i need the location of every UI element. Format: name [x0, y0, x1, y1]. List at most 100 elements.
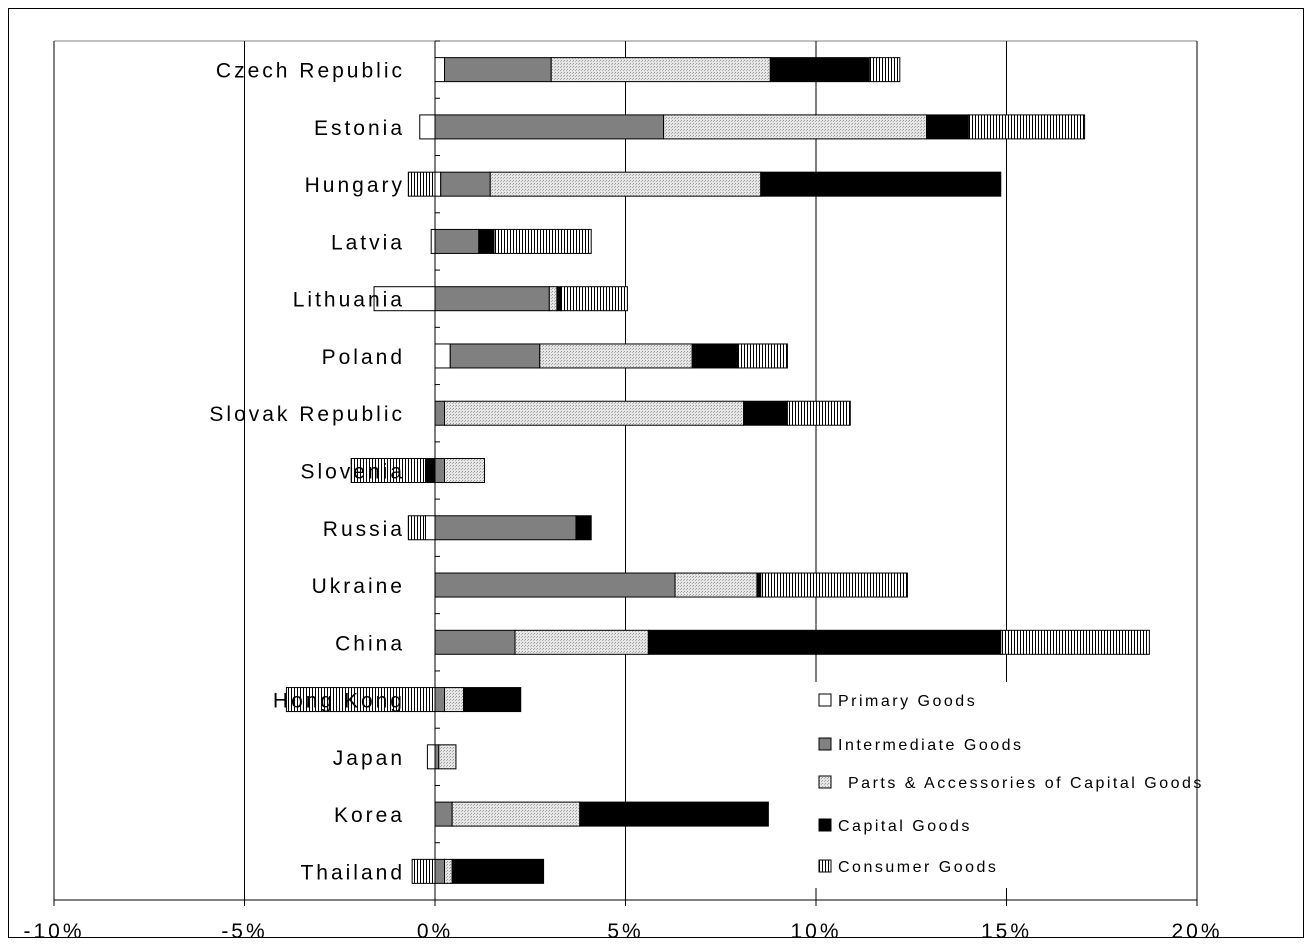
legend-label-primary-goods: Primary Goods [838, 693, 977, 710]
bar-poland-capital-goods [691, 343, 739, 369]
bar-estonia-primary-goods [419, 114, 436, 140]
bar-latvia-intermediate-goods [434, 228, 480, 254]
category-label-ukraine: Ukraine [312, 575, 405, 598]
bar-thailand-parts-and-accessories-of-capital-goods [444, 858, 453, 884]
bar-lithuania-intermediate-goods [434, 286, 550, 312]
bar-estonia-capital-goods [925, 114, 969, 140]
bar-estonia-parts-and-accessories-of-capital-goods [663, 114, 927, 140]
bar-japan-intermediate-goods [434, 744, 440, 770]
category-label-korea: Korea [334, 804, 405, 827]
category-label-poland: Poland [322, 346, 405, 369]
bar-hungary-intermediate-goods [440, 171, 491, 197]
bar-lithuania-capital-goods [556, 286, 562, 312]
bar-latvia-primary-goods [430, 228, 436, 254]
category-label-latvia: Latvia [331, 231, 405, 254]
category-label-slovenia: Slovenia [300, 461, 405, 484]
bar-thailand-intermediate-goods [434, 858, 446, 884]
bar-russia-intermediate-goods [434, 515, 577, 541]
bar-poland-primary-goods [434, 343, 451, 369]
bar-korea-intermediate-goods [434, 801, 453, 827]
category-label-lithuania: Lithuania [293, 289, 405, 312]
bar-japan-primary-goods [426, 744, 436, 770]
bar-czech-republic-parts-and-accessories-of-capital-goods [550, 57, 771, 83]
bar-poland-parts-and-accessories-of-capital-goods [539, 343, 693, 369]
bar-russia-consumer-goods [407, 515, 426, 541]
legend-label-capital-goods: Capital Goods [838, 818, 972, 835]
category-label-japan: Japan [333, 747, 405, 770]
bar-lithuania-primary-goods [373, 286, 436, 312]
category-label-hong-kong: Hong Kong [273, 690, 405, 713]
x-tick-label-0: -10% [23, 920, 84, 943]
legend-swatch-parts-and-accessories-of-capital-goods [818, 775, 832, 789]
bar-slovenia-parts-and-accessories-of-capital-goods [444, 458, 486, 483]
bar-slovenia-consumer-goods [350, 458, 426, 483]
x-tick-label-4: 10% [790, 920, 841, 943]
legend-background [806, 682, 1192, 888]
bar-slovak-republic-parts-and-accessories-of-capital-goods [444, 400, 745, 426]
bar-ukraine-intermediate-goods [434, 572, 676, 598]
bar-china-intermediate-goods [434, 629, 516, 655]
bar-latvia-capital-goods [478, 228, 495, 254]
bar-lithuania-consumer-goods [560, 286, 628, 312]
bar-estonia-consumer-goods [967, 114, 1086, 140]
bar-korea-capital-goods [579, 801, 769, 827]
bar-czech-republic-intermediate-goods [444, 57, 552, 83]
bars [285, 57, 1150, 884]
legend-swatch-primary-goods [818, 693, 832, 707]
bar-russia-capital-goods [575, 515, 592, 541]
bar-slovak-republic-intermediate-goods [434, 400, 446, 426]
bar-korea-parts-and-accessories-of-capital-goods [451, 801, 581, 827]
axes [53, 40, 1198, 906]
x-tick-label-6: 20% [1171, 920, 1222, 943]
bar-ukraine-capital-goods [756, 572, 762, 598]
legend-label-parts-and-accessories-of-capital-goods: Parts & Accessories of Capital Goods [848, 775, 1204, 792]
bar-hungary-parts-and-accessories-of-capital-goods [489, 171, 762, 197]
bar-hungary-primary-goods [434, 171, 442, 197]
bar-czech-republic-capital-goods [769, 57, 870, 83]
bar-hong-kong-intermediate-goods [434, 687, 446, 713]
bar-thailand-consumer-goods [411, 858, 436, 884]
legend-swatch-consumer-goods [818, 859, 832, 873]
legend-swatch-intermediate-goods [818, 737, 832, 751]
bar-latvia-consumer-goods [493, 228, 592, 254]
bar-china-capital-goods [647, 629, 1002, 655]
bar-estonia-intermediate-goods [434, 114, 665, 140]
bar-hong-kong-consumer-goods [285, 687, 436, 713]
bar-ukraine-parts-and-accessories-of-capital-goods [674, 572, 758, 598]
x-tick-label-3: 5% [607, 920, 643, 943]
bar-slovenia-capital-goods [424, 458, 436, 483]
bar-hungary-consumer-goods [407, 171, 436, 197]
bar-russia-primary-goods [424, 515, 436, 541]
legend-label-consumer-goods: Consumer Goods [838, 859, 998, 876]
bar-slovak-republic-consumer-goods [786, 400, 851, 426]
bar-hong-kong-capital-goods [463, 687, 522, 713]
category-label-estonia: Estonia [314, 117, 405, 140]
category-label-czech-republic: Czech Republic [216, 60, 405, 83]
category-label-russia: Russia [323, 518, 405, 541]
bar-slovak-republic-capital-goods [743, 400, 788, 426]
x-tick-label-1: -5% [221, 920, 267, 943]
bar-poland-consumer-goods [737, 343, 788, 369]
legend: Primary Goods Intermediate Goods Parts & A… [806, 682, 1204, 888]
category-label-slovak-republic: Slovak Republic [209, 403, 405, 426]
bar-poland-intermediate-goods [449, 343, 541, 369]
category-labels: Czech Republic Estonia Hungary Latvia Lithua… [209, 60, 405, 885]
category-label-thailand: Thailand [300, 861, 405, 884]
x-tick-labels: -10% -5% 0% 5% 10% 15% 20% [23, 920, 1222, 943]
bar-lithuania-parts-and-accessories-of-capital-goods [548, 286, 558, 312]
bar-china-parts-and-accessories-of-capital-goods [514, 629, 649, 655]
bar-czech-republic-consumer-goods [868, 57, 901, 83]
bar-japan-parts-and-accessories-of-capital-goods [438, 744, 457, 770]
legend-label-intermediate-goods: Intermediate Goods [838, 737, 1024, 754]
legend-swatch-capital-goods [818, 818, 832, 832]
bar-china-consumer-goods [1000, 629, 1150, 655]
x-tick-label-5: 15% [981, 920, 1032, 943]
bar-hong-kong-parts-and-accessories-of-capital-goods [444, 687, 465, 713]
category-label-china: China [335, 632, 405, 655]
bar-ukraine-consumer-goods [760, 572, 908, 598]
bar-czech-republic-primary-goods [434, 57, 446, 83]
x-tick-label-2: 0% [417, 920, 453, 943]
bar-hungary-capital-goods [760, 171, 1002, 197]
category-label-hungary: Hungary [305, 174, 405, 197]
